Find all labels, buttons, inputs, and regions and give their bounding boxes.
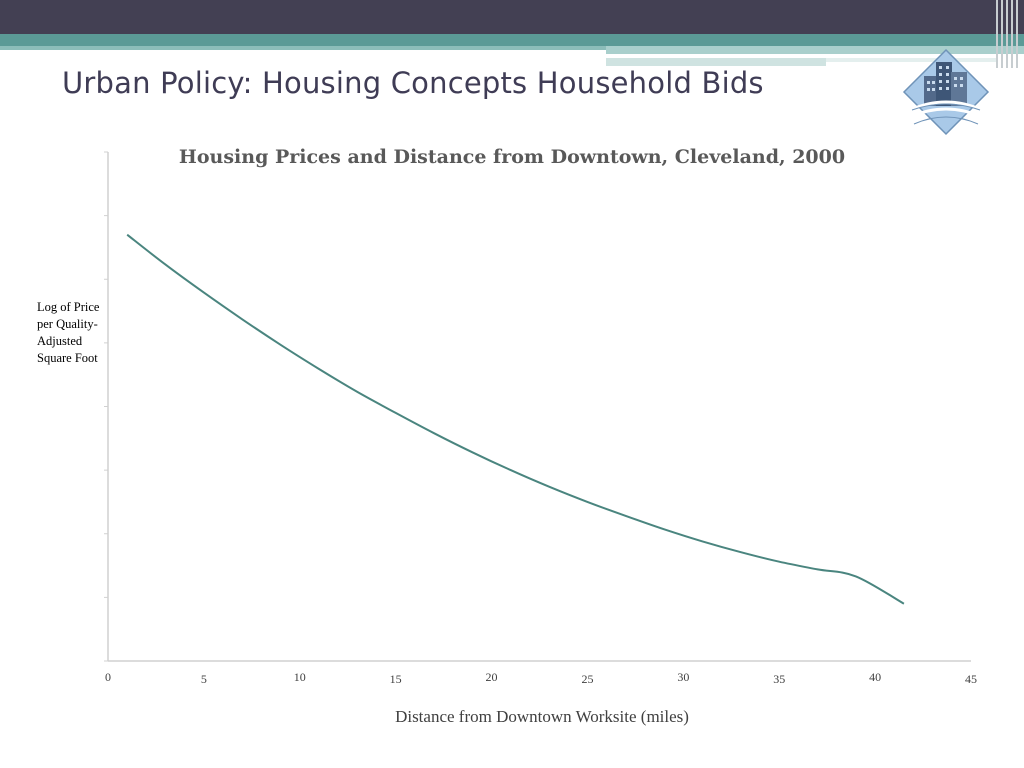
x-tick-label: 15: [390, 672, 402, 686]
header-accent-band: [826, 58, 996, 62]
x-axis-label: Distance from Downtown Worksite (miles): [395, 707, 689, 726]
city-buildings-logo-icon: [902, 48, 990, 136]
x-tick-label: 20: [486, 670, 498, 684]
header-teal-band: [0, 34, 1024, 46]
series-group: [126, 233, 905, 605]
slide-title: Urban Policy: Housing Concepts Household…: [62, 66, 764, 100]
x-tick-label: 5: [201, 672, 207, 686]
x-tick-label: 35: [773, 672, 785, 686]
header-accent-band: [606, 58, 826, 66]
series-line: [126, 233, 905, 605]
y-axis-label: Log of Price per Quality-Adjusted Square…: [37, 300, 100, 365]
x-tick-label: 30: [677, 670, 689, 684]
x-tick-labels: 0 5 10 15 20 25 30 35 40 45: [105, 670, 977, 686]
chart-title: Housing Prices and Distance from Downtow…: [178, 146, 846, 168]
x-tick-label: 10: [294, 670, 306, 684]
x-tick-label: 45: [965, 672, 977, 686]
x-tick-label: 0: [105, 670, 111, 684]
header-accent-band: [0, 46, 606, 50]
header-stripes: [994, 0, 1024, 68]
axes: [104, 151, 971, 662]
header-accent-band: [606, 46, 1024, 54]
x-tick-label: 25: [581, 672, 593, 686]
header-dark-band: [0, 0, 1024, 34]
x-tick-label: 40: [869, 670, 881, 684]
